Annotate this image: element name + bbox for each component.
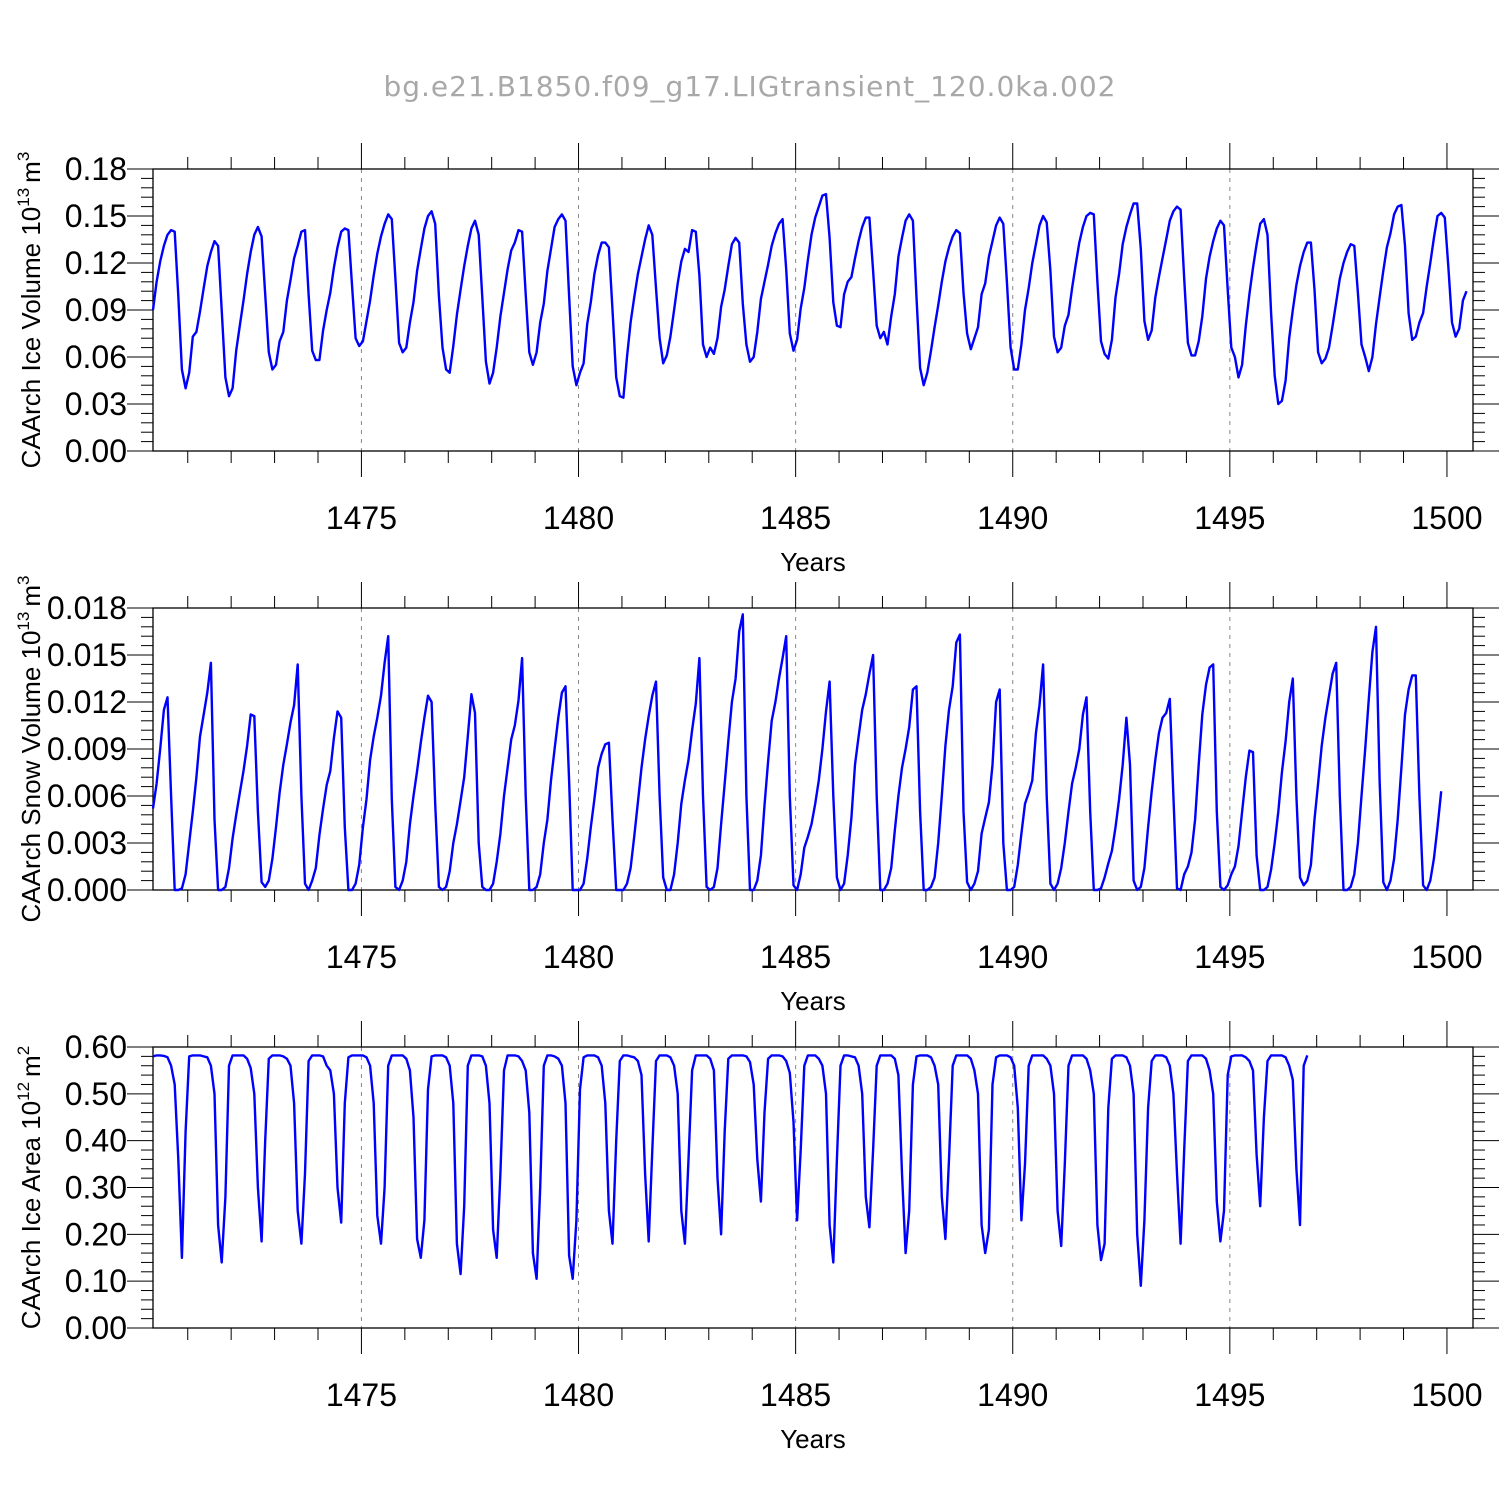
y-axis-title-exponent: 12 [14, 1082, 33, 1101]
y-tick-label: 0.60 [65, 1029, 127, 1065]
panel-ice-volume: 0.00 0.03 0.06 0.09 0.12 0.15 0.18 1475 1480 1485… [14, 143, 1499, 577]
y-tick-label: 0.012 [47, 684, 127, 720]
x-tick-label: 1475 [326, 500, 397, 536]
y-axis-title-unit: m [16, 161, 46, 183]
y-tick-label: 0.018 [47, 590, 127, 626]
y-tick-label: 0.009 [47, 731, 127, 767]
y-axis-title: CAArch Snow Volume 1013 m3 [14, 576, 46, 923]
series-line-ice-area [152, 1054, 1309, 1288]
y-tick-label: 0.40 [65, 1123, 127, 1159]
x-axis-title: Years [780, 1424, 846, 1454]
x-tick-label: 1500 [1411, 500, 1482, 536]
plot-frame [152, 168, 1474, 452]
y-tick-label: 0.06 [65, 339, 127, 375]
x-tick-label: 1490 [977, 500, 1048, 536]
y-axis-title: CAArch Ice Area 1012 m2 [14, 1046, 46, 1329]
x-tick-label: 1490 [977, 1377, 1048, 1413]
y-axis-title-exponent: 13 [14, 188, 33, 207]
y-tick-label: 0.15 [65, 198, 127, 234]
y-tick-label: 0.30 [65, 1170, 127, 1206]
panel-snow-volume: 0.000 0.003 0.006 0.009 0.012 0.015 0.018 1475 1… [14, 576, 1499, 1016]
x-tick-label: 1480 [543, 500, 614, 536]
x-tick-label: 1480 [543, 1377, 614, 1413]
x-tick-label: 1485 [760, 500, 831, 536]
y-axis-title-unit-exponent: 3 [14, 152, 33, 161]
y-axis-title-text: CAArch Ice Area 10 [16, 1101, 46, 1329]
y-tick-label: 0.003 [47, 825, 127, 861]
y-tick-label: 0.00 [65, 1310, 127, 1346]
series-line-ice-volume [151, 192, 1468, 406]
panels: 0.00 0.03 0.06 0.09 0.12 0.15 0.18 1475 1480 1485… [14, 143, 1499, 1454]
y-tick-label: 0.50 [65, 1076, 127, 1112]
x-tick-label: 1500 [1411, 939, 1482, 975]
x-axis-title: Years [780, 986, 846, 1016]
y-tick-label: 0.000 [47, 872, 127, 908]
x-tick-label: 1495 [1194, 939, 1265, 975]
y-axis-title-unit-exponent: 2 [14, 1046, 33, 1055]
x-tick-label: 1475 [326, 1377, 397, 1413]
y-tick-label: 0.10 [65, 1263, 127, 1299]
y-axis-title-unit: m [16, 585, 46, 607]
x-tick-label: 1490 [977, 939, 1048, 975]
y-tick-label: 0.03 [65, 386, 127, 422]
y-axis-title-unit-exponent: 3 [14, 576, 33, 585]
plot-frame [152, 1046, 1474, 1329]
x-tick-label: 1480 [543, 939, 614, 975]
figure-title: bg.e21.B1850.f09_g17.LIGtransient_120.0k… [383, 70, 1116, 103]
x-axis-title: Years [780, 547, 846, 577]
y-axis-title-exponent: 13 [14, 612, 33, 631]
x-tick-label: 1485 [760, 1377, 831, 1413]
x-tick-label: 1475 [326, 939, 397, 975]
y-tick-label: 0.00 [65, 433, 127, 469]
y-tick-label: 0.006 [47, 778, 127, 814]
y-tick-label: 0.015 [47, 637, 127, 673]
x-tick-label: 1485 [760, 939, 831, 975]
y-axis-title: CAArch Ice Volume 1013 m3 [14, 152, 46, 469]
x-tick-label: 1500 [1411, 1377, 1482, 1413]
y-axis-title-unit: m [16, 1055, 46, 1077]
x-tick-label: 1495 [1194, 500, 1265, 536]
y-tick-label: 0.20 [65, 1216, 127, 1252]
series-line-snow-volume [151, 613, 1443, 892]
x-tick-label: 1495 [1194, 1377, 1265, 1413]
y-tick-label: 0.09 [65, 292, 127, 328]
y-tick-label: 0.12 [65, 245, 127, 281]
y-tick-label: 0.18 [65, 151, 127, 187]
y-axis-title-text: CAArch Ice Volume 10 [16, 207, 46, 469]
panel-ice-area: 0.00 0.10 0.20 0.30 0.40 0.50 0.60 1475 1480 1485… [14, 1021, 1499, 1454]
y-axis-title-text: CAArch Snow Volume 10 [16, 631, 46, 923]
